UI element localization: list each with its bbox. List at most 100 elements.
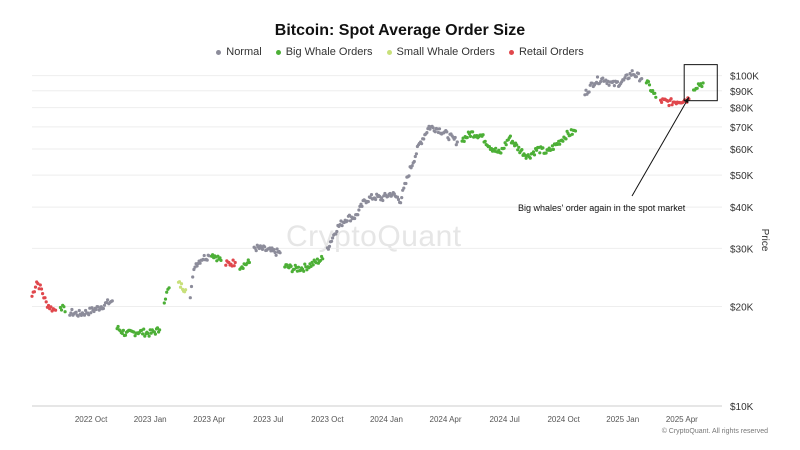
data-point [231,258,235,262]
data-point [49,305,53,309]
data-point [647,83,652,87]
legend-label-small-whale: Small Whale Orders [396,46,495,58]
data-point [532,153,537,157]
data-point [646,80,651,84]
legend-item-retail[interactable]: Retail Orders [508,46,584,58]
data-point [590,81,594,85]
data-point [374,197,378,202]
data-point [347,213,351,217]
legend-dot-big-whale [275,49,281,55]
legend-item-normal[interactable]: Normal [216,46,262,58]
data-point [431,126,435,130]
data-point [63,310,67,314]
data-point [366,200,370,204]
data-point [499,151,503,155]
data-point [133,334,137,338]
data-point [447,138,451,142]
data-point [198,261,202,265]
data-point [615,80,620,84]
data-point [163,297,168,301]
data-point [84,308,88,313]
data-point [141,332,145,336]
data-point [162,301,166,305]
data-point [445,130,449,134]
data-point [263,245,267,249]
data-point [420,142,424,146]
data-point [483,139,487,143]
data-point [701,81,705,85]
data-point [654,95,658,99]
y-tick-label: $30K [730,244,754,255]
data-point [165,290,169,294]
annotation-arrowhead [684,97,689,104]
data-point [219,258,223,262]
data-point [551,147,556,151]
data-point [399,201,403,205]
data-point [241,266,245,270]
legend-label-normal: Normal [226,46,262,58]
data-point [402,186,406,190]
data-point [153,332,157,336]
data-point [178,285,183,289]
data-point [246,258,250,262]
data-point [653,91,657,95]
data-point [517,145,521,149]
data-point [414,152,418,156]
data-point [428,127,432,131]
data-point [247,260,251,265]
data-point [395,195,400,199]
data-point [142,327,146,331]
data-point [296,265,301,269]
data-point [331,236,335,240]
data-point [330,239,334,243]
legend-item-small-whale[interactable]: Small Whale Orders [386,46,495,58]
data-point [425,131,429,135]
data-point [82,313,87,317]
data-point [143,334,147,338]
data-point [471,130,475,134]
data-point [76,314,80,318]
data-point [607,83,611,87]
data-point [413,154,417,159]
data-point [528,156,532,160]
data-point [516,148,520,152]
watermark: CryptoQuant [286,220,462,253]
legend-item-big-whale[interactable]: Big Whale Orders [275,46,373,58]
y-tick-label: $90K [730,87,754,98]
data-point [58,305,63,310]
data-point [340,224,344,228]
data-point [46,303,51,308]
data-point [561,139,565,143]
data-point [404,181,408,186]
data-point [189,284,194,289]
data-point [155,326,160,330]
data-point [123,333,128,337]
data-point [121,328,125,332]
data-point [494,146,498,150]
data-point [146,331,150,335]
data-point [481,133,485,137]
data-point [272,248,276,252]
data-point [101,306,105,311]
data-point [669,97,673,101]
data-point [289,264,293,268]
data-point [36,282,40,286]
data-point [310,260,314,264]
data-point [465,135,469,140]
data-point [487,145,491,149]
data-point [188,296,192,300]
data-point [253,246,257,250]
data-point [550,144,555,148]
data-point [90,306,94,310]
data-point [356,213,360,217]
data-point [38,283,42,287]
data-point [116,324,120,329]
data-point [278,251,282,255]
data-point [437,127,442,131]
data-point [321,257,325,261]
data-point [315,257,319,261]
data-point [625,73,629,77]
x-tick-label: 2025 Apr [666,415,698,424]
data-point [345,219,349,223]
